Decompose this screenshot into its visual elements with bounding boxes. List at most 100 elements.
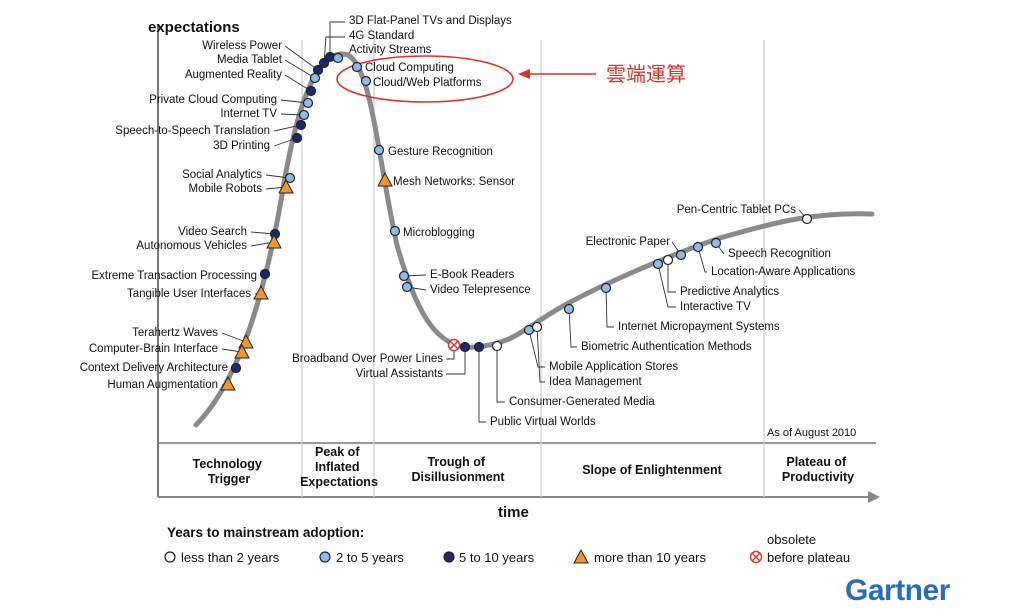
marker-speech-to-speech-translation [295,119,307,131]
legend-item-5-to-10: 5 to 10 years [459,550,535,565]
marker-broadband-over-power-lines [447,338,461,352]
phase-slope: Slope of Enlightenment [582,463,722,477]
tech-label-3d-printing: 3D Printing [213,140,270,152]
leader-line-mobile-application-stores [528,329,545,368]
hype-curve [193,51,875,428]
phase-plateau: Plateau of Productivity [782,455,854,484]
tech-label-video-search: Video Search [178,226,247,238]
leader-line-virtual-assistants [446,347,466,375]
leader-line-internet-micropayment-systems [605,287,614,328]
leader-line-interactive-tv [657,263,676,308]
leader-line-public-virtual-worlds [478,347,486,423]
tech-label-mesh-networks-sensor: Mesh Networks: Sensor [393,176,515,188]
tech-label-activity-streams: Activity Streams [349,44,432,56]
marker-3d-printing [291,132,303,144]
leader-line-wireless-power [284,45,319,71]
marker-mesh-networks-sensor [377,171,393,187]
marker-public-virtual-worlds [473,341,485,353]
tech-label-pen-centric-tablet-pcs: Pen-Centric Tablet PCs [677,204,797,216]
marker-augmented-reality [305,85,317,97]
tech-label-broadband-over-power-lines: Broadband Over Power Lines [292,353,443,365]
marker-human-augmentation [220,375,236,391]
tech-label-idea-management: Idea Management [549,376,643,388]
tech-label-video-telepresence: Video Telepresence [430,284,531,296]
tech-label-mobile-robots: Mobile Robots [188,183,262,195]
cloud-highlight-ellipse [336,55,514,103]
legend-item-less-than-2: less than 2 years [181,550,280,565]
marker-terahertz-waves [238,333,254,349]
legend-marker-orange-triangle [573,548,589,564]
marker-context-delivery-architecture [230,362,242,374]
marker-computer-brain-interface [234,343,250,359]
leader-line-media-tablet [284,59,316,79]
tech-label-biometric-authentication-methods: Biometric Authentication Methods [581,341,752,353]
tech-label-3d-flat-panel-tvs-and-displays: 3D Flat-Panel TVs and Displays [349,15,512,27]
tech-label-terahertz-waves: Terahertz Waves [132,327,218,339]
tech-label-speech-to-speech-translation: Speech-to-Speech Translation [115,125,270,137]
legend-item-more-than-10: more than 10 years [594,550,707,565]
phase-peak: Peak of Inflated Expectations [300,445,378,489]
marker-cloud-computing [351,61,363,73]
tech-label-consumer-generated-media: Consumer-Generated Media [509,396,655,408]
tech-label-social-analytics: Social Analytics [182,169,262,181]
annotation-arrowhead [518,69,530,79]
marker-video-telepresence [401,281,413,293]
marker-speech-recognition [710,237,722,249]
legend-marker-light-blue [319,551,331,563]
leader-line-4g-standard [323,36,345,64]
tech-label-context-delivery-architecture: Context Delivery Architecture [80,362,228,374]
tech-label-public-virtual-worlds: Public Virtual Worlds [490,416,596,428]
legend-title: Years to mainstream adoption: [167,525,364,540]
marker-predictive-analytics [662,254,674,266]
x-axis-arrowhead [868,491,880,503]
marker-4g-standard [318,57,330,69]
phase-trough: Trough of Disillusionment [411,455,505,484]
leader-line-3d-flat-panel-tvs-and-displays [329,21,345,57]
leader-line-consumer-generated-media [496,346,505,403]
phase-labels: Technology Trigger Peak of Inflated Expe… [193,445,855,489]
legend-item-2-to-5: 2 to 5 years [336,550,404,565]
legend-marker-white [164,551,176,563]
tech-label-tangible-user-interfaces: Tangible User Interfaces [127,288,251,300]
tech-label-interactive-tv: Interactive TV [680,301,751,313]
legend-marker-dark-blue [443,551,455,563]
tech-label-internet-micropayment-systems: Internet Micropayment Systems [618,321,780,333]
marker-activity-streams [332,52,344,64]
technology-markers [220,51,813,391]
tech-label-media-tablet: Media Tablet [217,54,283,66]
tech-label-augmented-reality: Augmented Reality [185,69,282,81]
marker-extreme-transaction-processing [259,268,271,280]
tech-label-predictive-analytics: Predictive Analytics [680,286,779,298]
tech-label-speech-recognition: Speech Recognition [728,248,831,260]
marker-e-book-readers [398,270,410,282]
marker-electronic-paper [675,249,687,261]
y-axis-title: expectations [148,19,240,36]
legend-marker-red-x [749,550,763,564]
tech-label-computer-brain-interface: Computer-Brain Interface [89,343,218,355]
tech-label-microblogging: Microblogging [403,227,475,239]
tech-label-human-augmentation: Human Augmentation [107,379,218,391]
marker-cloud-web-platforms [360,75,372,87]
marker-tangible-user-interfaces [253,284,269,300]
tech-label-location-aware-applications: Location-Aware Applications [711,266,856,278]
marker-idea-management [531,321,543,333]
leader-line-predictive-analytics [667,260,676,293]
leader-line-terahertz-waves [221,332,247,343]
tech-label-virtual-assistants: Virtual Assistants [356,368,444,380]
marker-gesture-recognition [373,144,385,156]
marker-internet-micropayment-systems [600,282,612,294]
phase-technology-trigger: Technology Trigger [193,457,266,486]
marker-media-tablet [309,72,321,84]
marker-microblogging [389,225,401,237]
technology-labels: 3D Flat-Panel TVs and Displays 4G Standar… [80,15,856,428]
marker-location-aware-applications [692,241,704,253]
marker-private-cloud-computing [302,97,314,109]
tech-label-mobile-application-stores: Mobile Application Stores [549,361,678,373]
marker-virtual-assistants [459,341,471,353]
legend: Years to mainstream adoption: less than … [164,525,850,565]
marker-interactive-tv [652,258,664,270]
tech-label-autonomous-vehicles: Autonomous Vehicles [136,240,247,252]
tech-label-e-book-readers: E-Book Readers [430,269,515,281]
